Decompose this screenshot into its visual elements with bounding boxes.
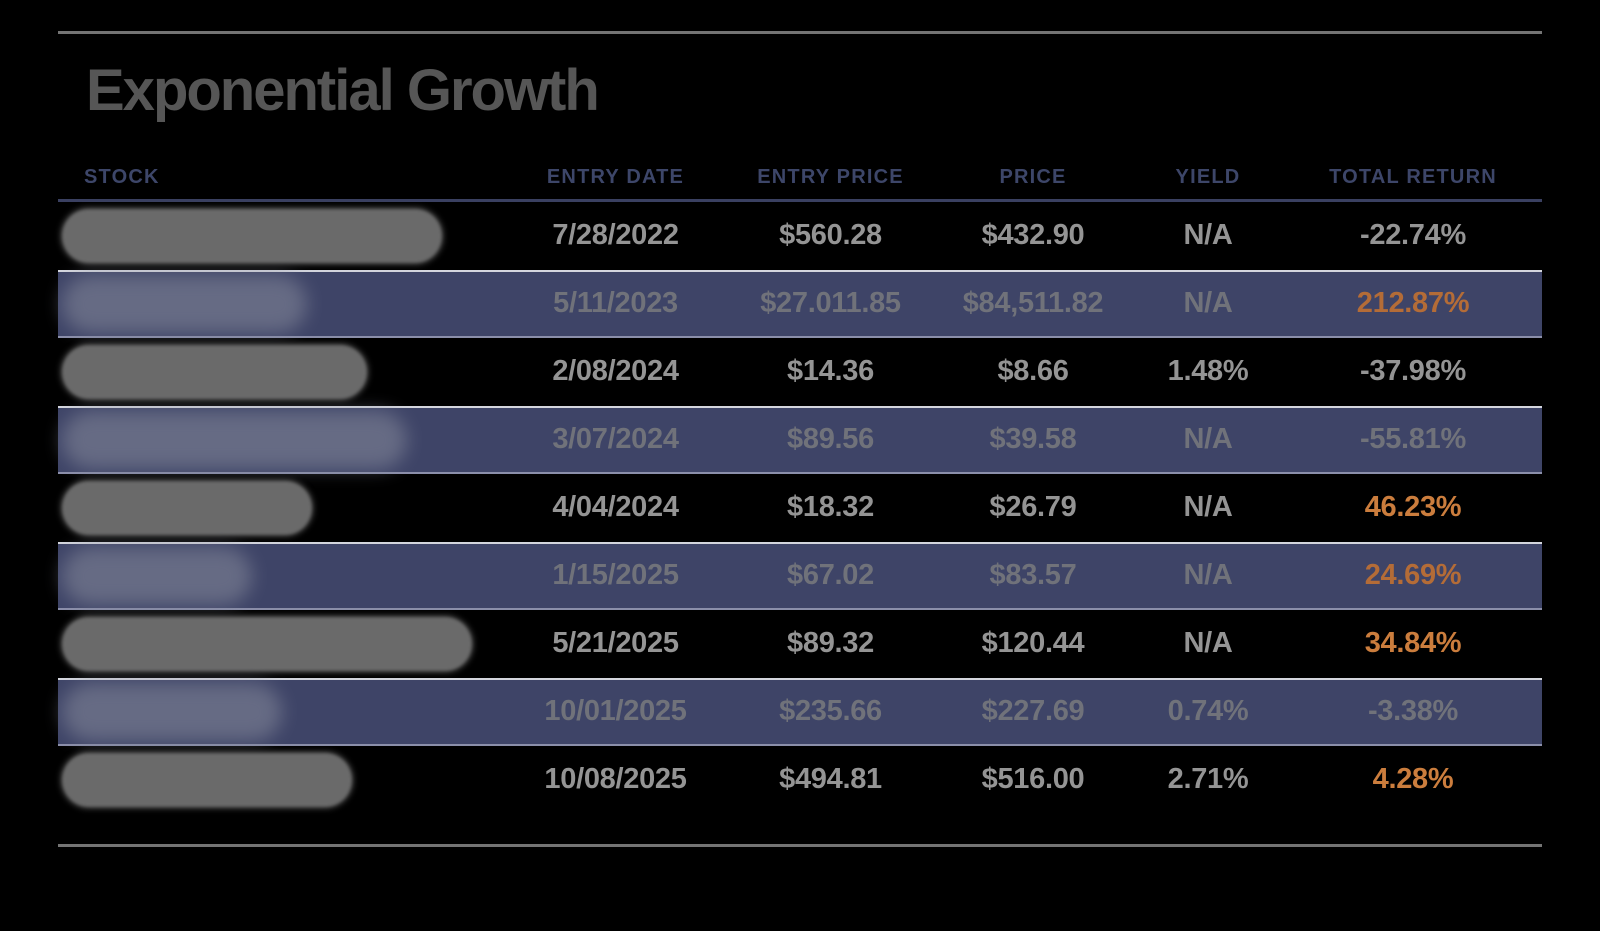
price-cell: $8.66 — [997, 355, 1069, 388]
price-cell: $227.69 — [981, 695, 1085, 728]
entry-date-cell: 7/28/2022 — [552, 219, 679, 252]
yield-cell: 1.48% — [1167, 355, 1249, 388]
stock-cell — [58, 272, 508, 336]
total-return-cell: 4.28% — [1372, 763, 1454, 796]
price-cell: $39.58 — [989, 423, 1077, 456]
table-row: 10/01/2025 $235.66 $227.69 0.74% -3.38% — [58, 677, 1542, 746]
redacted-stock-name — [62, 682, 282, 741]
entry-date-cell: 3/07/2024 — [552, 423, 679, 456]
entry-price-cell: $560.28 — [779, 219, 882, 252]
redacted-stock-name — [62, 616, 472, 671]
page-title: Exponential Growth — [86, 58, 600, 123]
entry-price-cell: $27.011.85 — [760, 287, 901, 320]
yield-cell: N/A — [1183, 559, 1233, 592]
yield-cell: N/A — [1183, 491, 1233, 524]
redacted-stock-name — [62, 752, 352, 807]
redacted-stock-name — [62, 344, 367, 399]
entry-date-cell: 4/04/2024 — [552, 491, 679, 524]
entry-date-cell: 10/08/2025 — [544, 763, 687, 796]
table-row: 5/11/2023 $27.011.85 $84,511.82 N/A 212.87% — [58, 269, 1542, 338]
entry-date-cell: 2/08/2024 — [552, 355, 679, 388]
total-return-cell: -3.38% — [1367, 695, 1459, 728]
table-body: 7/28/2022 $560.28 $432.90 N/A -22.74% 5/11/20… — [58, 202, 1542, 814]
column-header-entry-price: ENTRY PRICE — [757, 165, 904, 188]
table-header-row: STOCK ENTRY DATE ENTRY PRICE PRICE YIELD… — [58, 156, 1542, 202]
redacted-stock-name — [62, 546, 252, 605]
top-divider — [58, 31, 1542, 34]
page: Exponential Growth STOCK ENTRY DATE ENTR… — [0, 31, 1600, 847]
entry-price-cell: $67.02 — [787, 559, 874, 592]
column-header-entry-date: ENTRY DATE — [546, 165, 685, 188]
price-cell: $516.00 — [981, 763, 1085, 796]
stock-cell — [58, 338, 508, 406]
redacted-stock-name — [62, 208, 442, 263]
table-row: 3/07/2024 $89.56 $39.58 N/A -55.81% — [58, 405, 1542, 474]
stock-cell — [58, 680, 508, 744]
stock-cell — [58, 474, 508, 542]
stock-cell — [58, 746, 508, 814]
entry-date-cell: 5/21/2025 — [552, 627, 679, 660]
entry-price-cell: $235.66 — [779, 695, 882, 728]
yield-cell: 0.74% — [1167, 695, 1249, 728]
entry-price-cell: $89.56 — [787, 423, 874, 456]
yield-cell: 2.71% — [1167, 763, 1249, 796]
entry-price-cell: $89.32 — [787, 627, 874, 660]
entry-date-cell: 10/01/2025 — [544, 695, 687, 728]
table-row: 5/21/2025 $89.32 $120.44 N/A 34.84% — [58, 610, 1542, 678]
bottom-divider — [58, 843, 1542, 847]
total-return-cell: 24.69% — [1364, 559, 1462, 592]
stock-cell — [58, 544, 508, 608]
total-return-cell: 34.84% — [1364, 627, 1462, 660]
table-row: 1/15/2025 $67.02 $83.57 N/A 24.69% — [58, 541, 1542, 610]
entry-price-cell: $18.32 — [787, 491, 874, 524]
column-header-stock: STOCK — [84, 165, 160, 188]
column-header-yield: YIELD — [1175, 165, 1241, 188]
yield-cell: N/A — [1183, 219, 1233, 252]
total-return-cell: -22.74% — [1360, 219, 1466, 252]
price-cell: $120.44 — [981, 627, 1085, 660]
yield-cell: N/A — [1183, 627, 1233, 660]
column-header-price: PRICE — [999, 165, 1067, 188]
total-return-cell: -55.81% — [1360, 423, 1466, 456]
entry-date-cell: 1/15/2025 — [552, 559, 679, 592]
redacted-stock-name — [62, 274, 307, 333]
stock-cell — [58, 408, 508, 472]
table-row: 4/04/2024 $18.32 $26.79 N/A 46.23% — [58, 474, 1542, 542]
total-return-cell: 212.87% — [1356, 287, 1470, 320]
entry-date-cell: 5/11/2023 — [553, 287, 678, 320]
column-header-total-return: TOTAL RETURN — [1329, 165, 1497, 188]
redacted-stock-name — [62, 480, 312, 535]
yield-cell: N/A — [1183, 287, 1233, 320]
table-row: 2/08/2024 $14.36 $8.66 1.48% -37.98% — [58, 338, 1542, 406]
redacted-stock-name — [62, 410, 407, 469]
price-cell: $26.79 — [989, 491, 1077, 524]
price-cell: $432.90 — [981, 219, 1085, 252]
stock-cell — [58, 202, 508, 270]
total-return-cell: 46.23% — [1364, 491, 1462, 524]
total-return-cell: -37.98% — [1360, 355, 1466, 388]
entry-price-cell: $14.36 — [787, 355, 874, 388]
entry-price-cell: $494.81 — [779, 763, 882, 796]
table-row: 10/08/2025 $494.81 $516.00 2.71% 4.28% — [58, 746, 1542, 814]
yield-cell: N/A — [1183, 423, 1233, 456]
price-cell: $83.57 — [989, 559, 1077, 592]
stock-cell — [58, 610, 508, 678]
table-row: 7/28/2022 $560.28 $432.90 N/A -22.74% — [58, 202, 1542, 270]
price-cell: $84,511.82 — [962, 287, 1104, 320]
